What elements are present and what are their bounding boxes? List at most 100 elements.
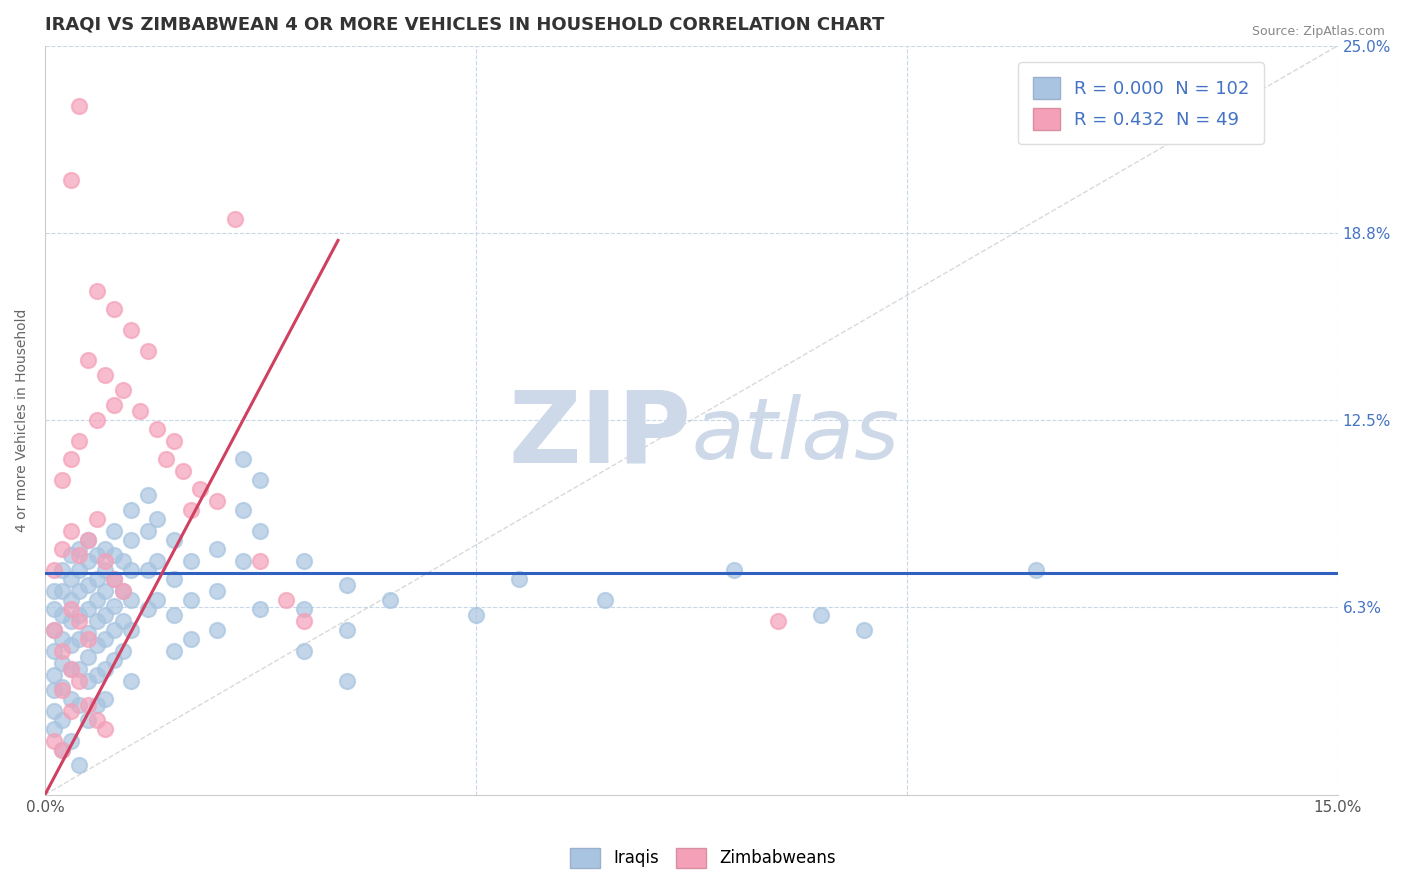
- Point: [138, 488, 160, 502]
- Point: [120, 563, 142, 577]
- Point: [42, 722, 65, 736]
- Point: [42, 623, 65, 637]
- Point: [59, 704, 82, 718]
- Point: [224, 212, 246, 227]
- Point: [1025, 563, 1047, 577]
- Point: [180, 632, 202, 646]
- Point: [42, 644, 65, 658]
- Point: [51, 584, 73, 599]
- Point: [59, 524, 82, 538]
- Point: [232, 452, 254, 467]
- Point: [69, 632, 91, 646]
- Point: [86, 413, 108, 427]
- Point: [103, 302, 125, 317]
- Point: [593, 593, 616, 607]
- Point: [51, 743, 73, 757]
- Point: [180, 503, 202, 517]
- Point: [51, 656, 73, 670]
- Point: [111, 614, 134, 628]
- Point: [103, 653, 125, 667]
- Point: [69, 698, 91, 712]
- Point: [180, 554, 202, 568]
- Point: [120, 323, 142, 337]
- Point: [120, 503, 142, 517]
- Point: [77, 353, 100, 368]
- Point: [94, 368, 117, 383]
- Point: [207, 494, 229, 508]
- Point: [232, 503, 254, 517]
- Point: [94, 632, 117, 646]
- Point: [172, 464, 194, 478]
- Point: [103, 623, 125, 637]
- Point: [146, 422, 169, 436]
- Point: [111, 584, 134, 599]
- Point: [94, 584, 117, 599]
- Point: [94, 554, 117, 568]
- Point: [120, 623, 142, 637]
- Point: [111, 584, 134, 599]
- Point: [810, 607, 832, 622]
- Point: [59, 691, 82, 706]
- Point: [276, 593, 298, 607]
- Point: [120, 533, 142, 547]
- Point: [94, 691, 117, 706]
- Point: [163, 572, 186, 586]
- Point: [77, 649, 100, 664]
- Point: [59, 638, 82, 652]
- Point: [69, 607, 91, 622]
- Point: [292, 554, 315, 568]
- Point: [249, 602, 271, 616]
- Point: [69, 563, 91, 577]
- Point: [59, 173, 82, 187]
- Point: [292, 614, 315, 628]
- Point: [249, 554, 271, 568]
- Point: [77, 602, 100, 616]
- Point: [111, 644, 134, 658]
- Point: [94, 541, 117, 556]
- Point: [51, 644, 73, 658]
- Point: [59, 662, 82, 676]
- Point: [77, 554, 100, 568]
- Point: [336, 673, 359, 688]
- Point: [69, 662, 91, 676]
- Point: [51, 743, 73, 757]
- Point: [86, 614, 108, 628]
- Point: [86, 638, 108, 652]
- Point: [508, 572, 530, 586]
- Point: [103, 548, 125, 562]
- Point: [59, 548, 82, 562]
- Point: [249, 473, 271, 487]
- Point: [111, 554, 134, 568]
- Point: [51, 473, 73, 487]
- Point: [42, 563, 65, 577]
- Point: [94, 662, 117, 676]
- Point: [51, 632, 73, 646]
- Point: [146, 593, 169, 607]
- Point: [86, 698, 108, 712]
- Point: [86, 593, 108, 607]
- Point: [292, 644, 315, 658]
- Point: [146, 554, 169, 568]
- Point: [852, 623, 875, 637]
- Point: [69, 614, 91, 628]
- Point: [42, 733, 65, 747]
- Point: [42, 704, 65, 718]
- Point: [103, 572, 125, 586]
- Point: [59, 572, 82, 586]
- Point: [103, 398, 125, 412]
- Point: [163, 607, 186, 622]
- Point: [42, 623, 65, 637]
- Point: [94, 563, 117, 577]
- Point: [120, 673, 142, 688]
- Point: [207, 541, 229, 556]
- Point: [77, 673, 100, 688]
- Point: [94, 607, 117, 622]
- Point: [163, 533, 186, 547]
- Point: [51, 682, 73, 697]
- Point: [138, 344, 160, 359]
- Point: [464, 607, 486, 622]
- Point: [180, 593, 202, 607]
- Point: [77, 533, 100, 547]
- Point: [103, 524, 125, 538]
- Point: [51, 680, 73, 694]
